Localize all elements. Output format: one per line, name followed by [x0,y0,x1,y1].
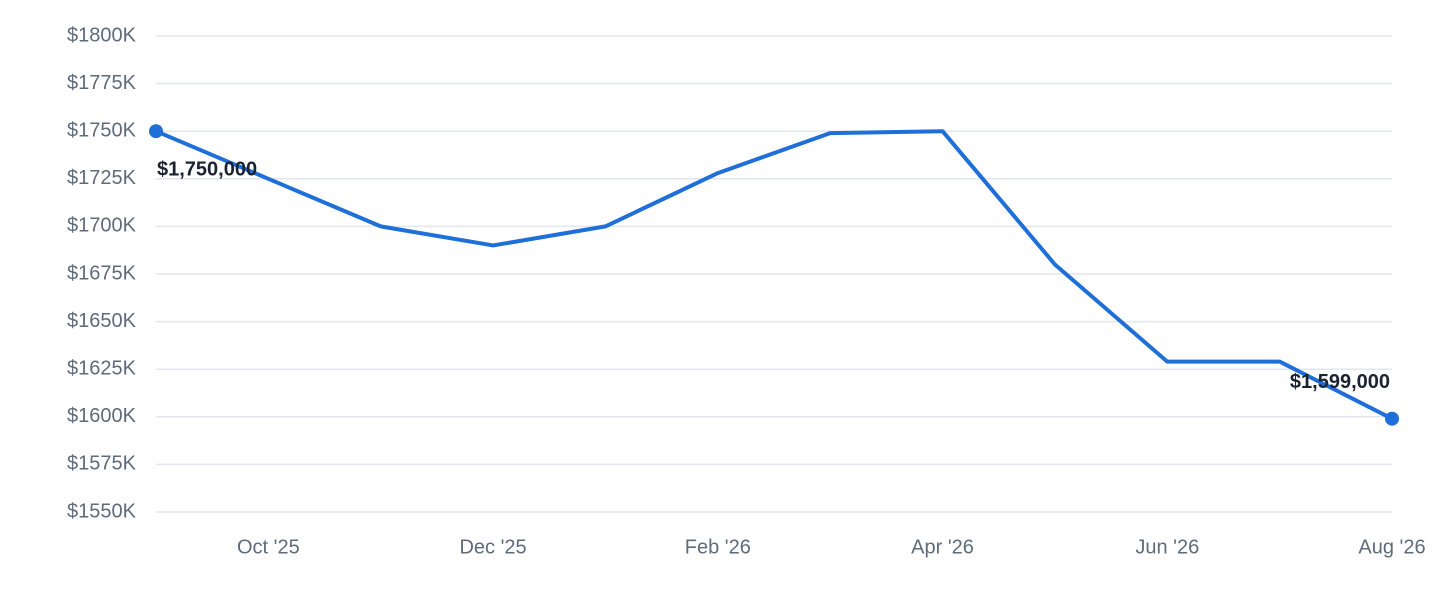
y-tick-label: $1650K [67,310,137,332]
y-tick-label: $1700K [67,215,137,237]
y-tick-label: $1600K [67,405,137,427]
y-tick-label: $1800K [67,24,137,46]
marker [1385,411,1399,426]
y-tick-label: $1775K [67,72,137,94]
y-tick-label: $1750K [67,119,137,141]
x-tick-label: Apr '26 [911,536,974,558]
data-label: $1,750,000 [157,158,257,180]
x-tick-label: Oct '25 [237,536,300,558]
x-tick-label: Aug '26 [1358,536,1425,558]
y-tick-label: $1675K [67,262,137,284]
x-tick-label: Feb '26 [685,536,751,558]
data-label: $1,599,000 [1290,371,1390,393]
y-tick-label: $1550K [67,500,137,522]
y-tick-label: $1725K [67,167,137,189]
x-tick-label: Dec '25 [459,536,526,558]
x-tick-label: Jun '26 [1135,536,1199,558]
y-tick-label: $1625K [67,357,137,379]
y-tick-label: $1575K [67,453,137,475]
marker [149,124,163,139]
line [155,129,1393,421]
